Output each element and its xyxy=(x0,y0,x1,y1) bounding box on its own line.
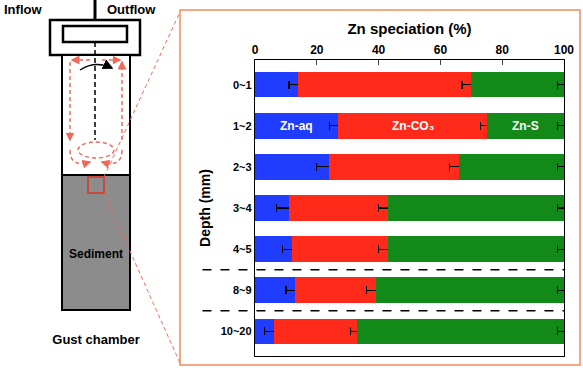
svg-text:0~1: 0~1 xyxy=(233,79,252,91)
svg-text:10~20: 10~20 xyxy=(221,325,252,337)
svg-text:Sediment: Sediment xyxy=(69,247,123,261)
svg-text:Zn-CO₃: Zn-CO₃ xyxy=(392,119,434,133)
svg-text:80: 80 xyxy=(496,43,510,57)
svg-text:Zn speciation (%): Zn speciation (%) xyxy=(347,20,471,37)
svg-text:8~9: 8~9 xyxy=(233,284,252,296)
svg-text:1~2: 1~2 xyxy=(233,120,252,132)
svg-text:Inflow: Inflow xyxy=(4,2,42,17)
svg-text:3~4: 3~4 xyxy=(233,202,253,214)
svg-text:Outflow: Outflow xyxy=(107,2,156,17)
svg-text:Gust chamber: Gust chamber xyxy=(52,332,139,347)
svg-text:Zn-S: Zn-S xyxy=(512,119,539,133)
svg-text:2~3: 2~3 xyxy=(233,161,252,173)
svg-text:Zn-aq: Zn-aq xyxy=(280,119,313,133)
svg-text:Depth (mm): Depth (mm) xyxy=(197,169,213,247)
svg-text:0: 0 xyxy=(252,43,259,57)
svg-text:40: 40 xyxy=(372,43,386,57)
svg-text:4~5: 4~5 xyxy=(233,243,252,255)
svg-text:20: 20 xyxy=(310,43,324,57)
svg-text:60: 60 xyxy=(434,43,448,57)
svg-text:100: 100 xyxy=(554,43,574,57)
